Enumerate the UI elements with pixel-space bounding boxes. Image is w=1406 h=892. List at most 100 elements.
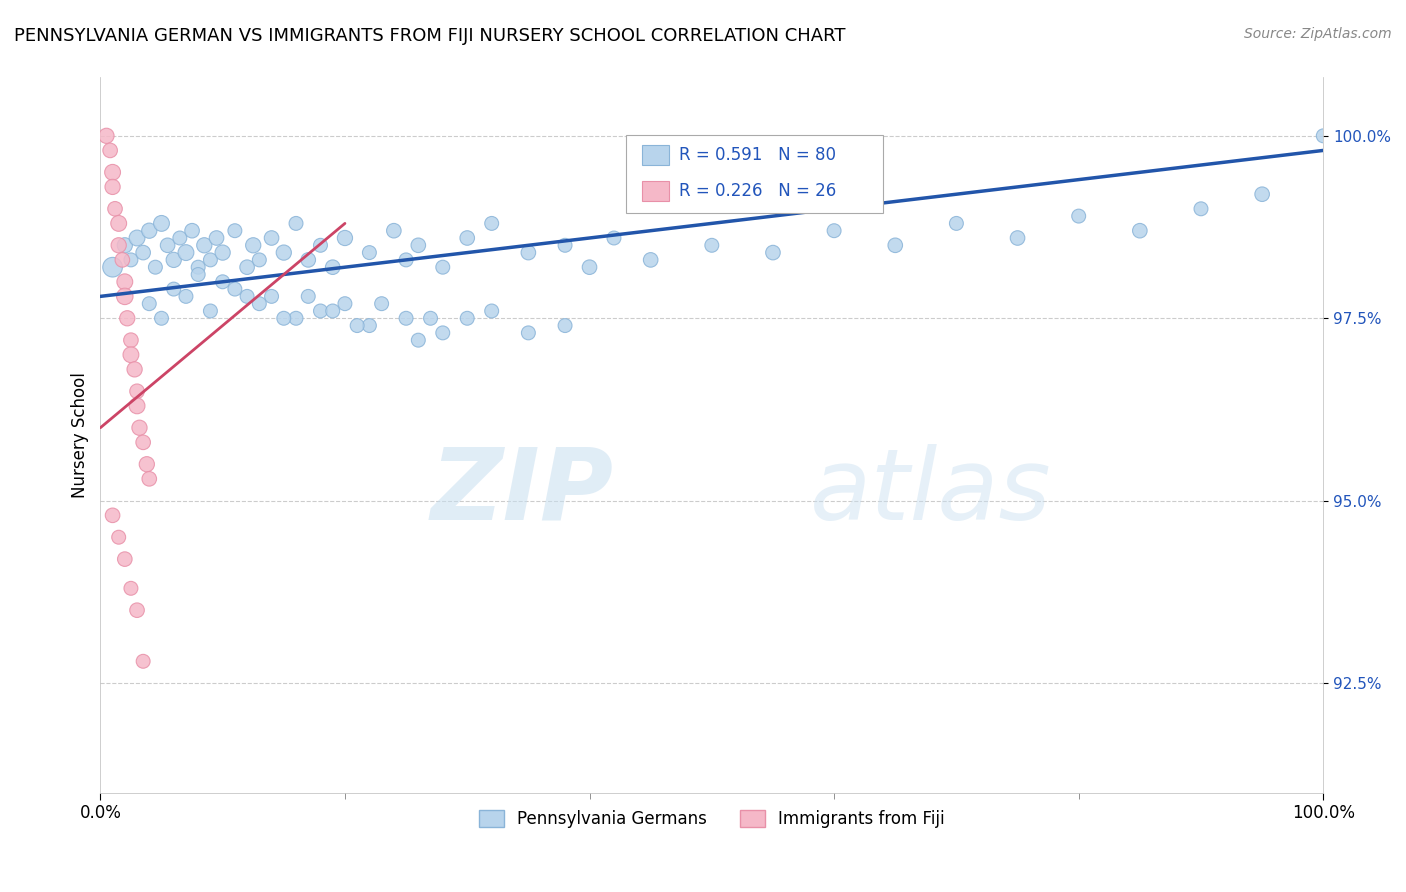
Point — [150, 216, 173, 230]
Point — [419, 311, 441, 326]
Point — [211, 275, 233, 289]
Point — [114, 238, 136, 252]
Point — [174, 289, 197, 303]
Point — [322, 260, 344, 275]
Text: R = 0.591   N = 80: R = 0.591 N = 80 — [679, 146, 835, 164]
Point — [125, 384, 148, 399]
Point — [884, 238, 907, 252]
Point — [247, 252, 270, 267]
Point — [174, 245, 197, 260]
Point — [156, 238, 179, 252]
Point — [554, 238, 576, 252]
Y-axis label: Nursery School: Nursery School — [72, 372, 89, 498]
Point — [408, 238, 430, 252]
Point — [114, 289, 136, 303]
Point — [120, 582, 142, 596]
Point — [120, 333, 142, 347]
Point — [101, 508, 124, 523]
Point — [114, 275, 136, 289]
Point — [1067, 209, 1090, 223]
Point — [1189, 202, 1212, 216]
Point — [382, 224, 405, 238]
Point — [359, 245, 381, 260]
Point — [578, 260, 600, 275]
Point — [517, 326, 540, 340]
Point — [107, 216, 129, 230]
Point — [333, 296, 356, 310]
Point — [432, 260, 454, 275]
Point — [96, 128, 118, 143]
Point — [181, 224, 204, 238]
Point — [125, 231, 148, 245]
Point — [117, 311, 139, 326]
Point — [517, 245, 540, 260]
Legend: Pennsylvania Germans, Immigrants from Fiji: Pennsylvania Germans, Immigrants from Fi… — [472, 803, 952, 834]
Point — [163, 282, 186, 296]
Point — [125, 399, 148, 413]
Point — [395, 252, 418, 267]
Point — [101, 165, 124, 179]
Point — [242, 238, 264, 252]
Point — [1312, 128, 1334, 143]
Point — [132, 654, 155, 668]
Point — [211, 245, 233, 260]
Point — [120, 252, 142, 267]
Point — [247, 296, 270, 310]
Point — [104, 202, 127, 216]
Point — [285, 311, 308, 326]
Point — [107, 530, 129, 544]
Point — [193, 238, 215, 252]
Point — [224, 224, 246, 238]
Point — [481, 216, 503, 230]
Point — [273, 245, 295, 260]
Point — [1129, 224, 1152, 238]
Text: PENNSYLVANIA GERMAN VS IMMIGRANTS FROM FIJI NURSERY SCHOOL CORRELATION CHART: PENNSYLVANIA GERMAN VS IMMIGRANTS FROM F… — [14, 27, 845, 45]
Point — [309, 238, 332, 252]
Point — [138, 472, 160, 486]
Point — [145, 260, 167, 275]
Point — [823, 224, 845, 238]
Point — [138, 224, 160, 238]
Text: Source: ZipAtlas.com: Source: ZipAtlas.com — [1244, 27, 1392, 41]
Point — [111, 252, 134, 267]
Point — [285, 216, 308, 230]
Point — [1251, 187, 1274, 202]
Point — [395, 311, 418, 326]
Point — [187, 268, 209, 282]
Point — [297, 289, 319, 303]
Point — [236, 289, 259, 303]
Point — [408, 333, 430, 347]
Point — [187, 260, 209, 275]
Point — [309, 304, 332, 318]
Point — [700, 238, 723, 252]
Point — [603, 231, 626, 245]
Point — [98, 144, 121, 158]
Text: R = 0.226   N = 26: R = 0.226 N = 26 — [679, 182, 837, 200]
Point — [322, 304, 344, 318]
Point — [456, 231, 478, 245]
Point — [169, 231, 191, 245]
Point — [135, 457, 157, 471]
Point — [120, 348, 142, 362]
Point — [432, 326, 454, 340]
Point — [260, 231, 283, 245]
Point — [132, 245, 155, 260]
Text: ZIP: ZIP — [432, 443, 614, 541]
Point — [224, 282, 246, 296]
Point — [114, 552, 136, 566]
Point — [101, 180, 124, 194]
Point — [205, 231, 228, 245]
Point — [346, 318, 368, 333]
Point — [138, 296, 160, 310]
Point — [456, 311, 478, 326]
Point — [762, 245, 785, 260]
Point — [132, 435, 155, 450]
Point — [150, 311, 173, 326]
Point — [107, 238, 129, 252]
Point — [163, 252, 186, 267]
Point — [125, 603, 148, 617]
Bar — [643, 145, 669, 165]
Point — [101, 260, 124, 275]
Point — [370, 296, 392, 310]
Point — [333, 231, 356, 245]
